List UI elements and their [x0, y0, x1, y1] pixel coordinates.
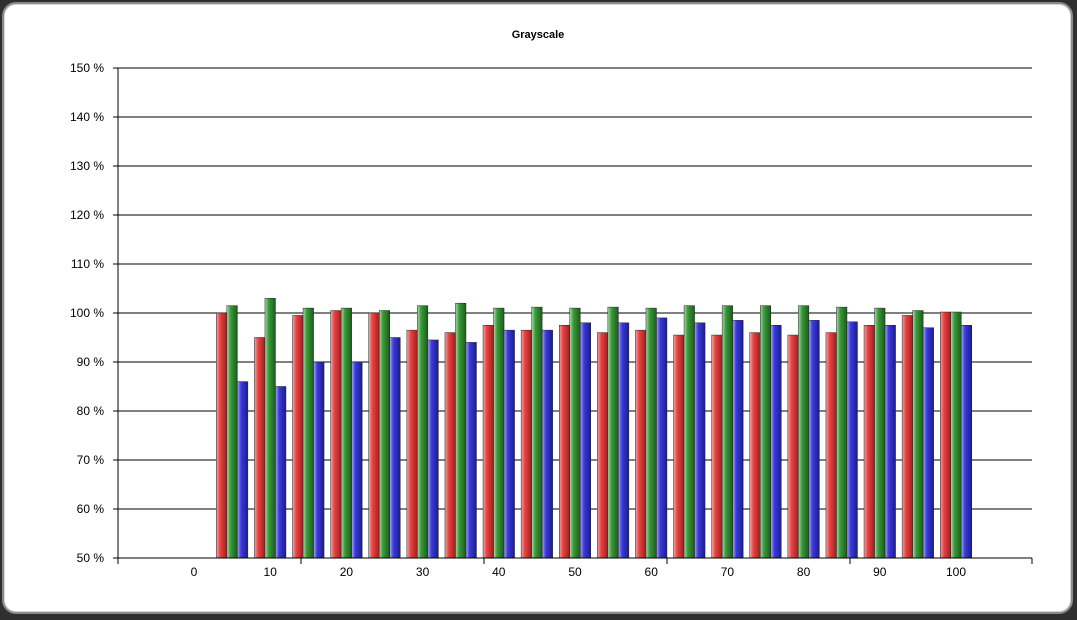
- bar-series-2-cat-55: [618, 322, 630, 559]
- y-tick-label: 140 %: [70, 110, 104, 124]
- bar-series-0-cat-25: [368, 312, 380, 559]
- bar-series-2-cat-85: [846, 321, 858, 559]
- bar-series-2-cat-25: [389, 337, 401, 559]
- bar-series-1-cat-25: [379, 310, 390, 559]
- y-tick-label: 130 %: [70, 159, 104, 173]
- bar-series-0-cat-15: [292, 315, 304, 559]
- y-tick-label: 60 %: [77, 502, 105, 516]
- bar-series-2-cat-20: [351, 361, 363, 559]
- bar-series-0-cat-85: [825, 332, 837, 559]
- bar-series-2-cat-90: [884, 325, 896, 559]
- bar-series-0-cat-95: [901, 315, 913, 559]
- bar-series-0-cat-65: [673, 334, 685, 559]
- x-tick-label: 10: [264, 565, 278, 579]
- bar-series-2-cat-30: [427, 339, 439, 559]
- y-tick-label: 80 %: [77, 404, 105, 418]
- x-tick-label: 40: [492, 565, 506, 579]
- bars: [216, 298, 972, 559]
- bar-series-1-cat-65: [683, 305, 695, 559]
- y-tick-label: 50 %: [77, 551, 105, 565]
- bar-series-0-cat-100: [940, 311, 951, 559]
- bar-series-1-cat-85: [836, 306, 848, 559]
- x-tick-label: 100: [946, 565, 966, 579]
- bar-series-0-cat-60: [635, 329, 647, 559]
- x-tick-label: 70: [721, 565, 735, 579]
- bar-series-2-cat-5: [237, 381, 249, 559]
- bar-series-1-cat-50: [569, 307, 581, 559]
- bar-series-1-cat-5: [226, 305, 238, 559]
- bar-series-2-cat-40: [503, 329, 515, 559]
- x-tick-label: 50: [568, 565, 582, 579]
- bar-series-2-cat-35: [465, 342, 477, 559]
- bar-series-2-cat-50: [580, 322, 591, 559]
- bar-series-1-cat-80: [798, 305, 810, 559]
- bar-series-1-cat-75: [760, 305, 771, 559]
- bar-series-2-cat-100: [961, 325, 972, 559]
- bar-series-0-cat-75: [749, 332, 761, 559]
- bar-series-0-cat-70: [711, 334, 723, 559]
- bar-series-1-cat-20: [340, 307, 352, 559]
- y-tick-label: 90 %: [77, 355, 105, 369]
- bar-series-2-cat-80: [808, 320, 820, 559]
- bar-series-2-cat-15: [313, 361, 325, 559]
- bar-series-1-cat-10: [264, 298, 276, 559]
- axes: [117, 68, 1033, 564]
- x-tick-label: 20: [340, 565, 354, 579]
- bar-series-0-cat-20: [330, 310, 342, 559]
- bar-series-2-cat-60: [656, 317, 668, 559]
- bar-series-1-cat-70: [721, 305, 733, 559]
- bar-series-2-cat-75: [770, 325, 782, 559]
- bar-series-0-cat-80: [787, 334, 799, 559]
- bar-series-1-cat-35: [455, 302, 467, 559]
- x-tick-label: 60: [645, 565, 659, 579]
- y-tick-label: 110 %: [71, 257, 104, 271]
- x-tick-labels: 0 10 20 30 40 50 60 70 80 90 100: [191, 565, 967, 579]
- x-tick-label: 30: [416, 565, 430, 579]
- bar-series-0-cat-55: [597, 332, 609, 559]
- bar-series-2-cat-65: [694, 322, 706, 559]
- bar-series-0-cat-30: [406, 329, 418, 559]
- bar-series-0-cat-10: [254, 337, 266, 559]
- y-tick-label: 70 %: [77, 453, 105, 467]
- bar-series-1-cat-15: [302, 307, 314, 559]
- bar-series-1-cat-40: [493, 307, 505, 559]
- bar-series-1-cat-45: [531, 306, 543, 559]
- bar-series-2-cat-70: [732, 320, 744, 559]
- bar-series-1-cat-95: [912, 310, 924, 559]
- bar-series-1-cat-90: [874, 307, 886, 559]
- y-tick-label: 120 %: [70, 208, 104, 222]
- bar-series-0-cat-50: [559, 325, 570, 559]
- bar-series-2-cat-45: [541, 329, 553, 559]
- bar-series-0-cat-40: [482, 325, 494, 559]
- bar-series-1-cat-30: [417, 305, 429, 559]
- chart-title: Grayscale: [512, 29, 565, 41]
- y-tick-labels: 50 % 60 % 70 % 80 % 90 % 100 % 110 % 120 % 130 %…: [70, 61, 104, 565]
- bar-series-1-cat-60: [645, 307, 657, 559]
- bar-series-1-cat-55: [607, 306, 619, 559]
- bar-series-0-cat-90: [863, 325, 875, 559]
- grayscale-chart: Grayscale 50 % 60 % 70 % 80 % 90 % 100 % 110 %…: [70, 29, 1033, 579]
- bar-series-2-cat-10: [275, 386, 287, 559]
- x-tick-label: 80: [797, 565, 811, 579]
- y-tick-label: 150 %: [70, 61, 104, 75]
- y-tick-label: 100 %: [70, 306, 104, 320]
- x-tick-label: 0: [191, 565, 198, 579]
- bar-series-2-cat-95: [922, 327, 934, 559]
- x-tick-label: 90: [873, 565, 887, 579]
- bar-series-0-cat-45: [520, 329, 532, 559]
- bar-series-1-cat-100: [950, 311, 962, 559]
- bar-series-0-cat-35: [444, 332, 456, 559]
- bar-series-0-cat-5: [216, 312, 228, 559]
